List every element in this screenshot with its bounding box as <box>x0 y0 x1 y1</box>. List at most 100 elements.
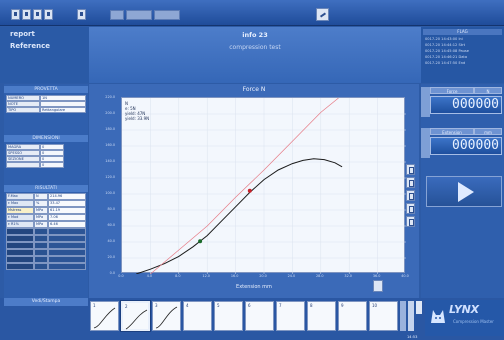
result-name <box>6 242 34 249</box>
open-file-icon[interactable] <box>22 9 31 20</box>
zoom-in-icon[interactable] <box>406 164 415 175</box>
table-row[interactable]: ε Mod MPa 7.06 <box>6 214 86 221</box>
test-title: info 23 <box>242 31 268 39</box>
graph-panel: Force N 220.0 200.0 180.0 160.0 140.0 120.0 10… <box>89 84 419 298</box>
toolbar-tab-1[interactable] <box>110 10 124 20</box>
force-readout: 000000 <box>430 96 502 114</box>
result-unit: MPa <box>34 214 48 221</box>
x-tick-label: 0.0 <box>118 274 124 278</box>
table-row[interactable] <box>6 263 86 270</box>
result-name: Mstress <box>6 207 34 214</box>
reference-link[interactable]: Reference <box>10 42 51 50</box>
result-value: 33.47 <box>48 200 86 207</box>
table-row[interactable] <box>6 242 86 249</box>
dimension-field[interactable]: 0 <box>40 162 64 168</box>
dimension-field[interactable]: 0 <box>40 150 64 156</box>
result-name: ε Max <box>6 200 34 207</box>
pan-icon[interactable] <box>406 190 415 201</box>
thumbnail-number: 1 <box>93 303 96 308</box>
toolbar-tab-3[interactable] <box>154 10 180 20</box>
sample-label: TIPO <box>6 107 40 113</box>
y-tick-label: 0.0 <box>109 271 115 275</box>
table-row[interactable] <box>6 256 86 263</box>
result-name <box>6 228 34 235</box>
table-row[interactable] <box>6 228 86 235</box>
live-readout-panel: Force N 000000 Extension mm 000000 <box>421 84 504 298</box>
test-thumbnail[interactable]: 4 <box>183 301 212 331</box>
print-icon[interactable] <box>44 9 53 20</box>
force-label: Force <box>430 87 474 94</box>
sample-note-field[interactable] <box>40 101 86 107</box>
play-icon <box>458 182 474 202</box>
scroll-right-button[interactable] <box>408 301 414 331</box>
table-row[interactable]: F.Max N 214.96 <box>6 193 86 200</box>
result-unit: MPa <box>34 207 48 214</box>
test-thumbnail[interactable]: 1 <box>90 301 119 331</box>
view-print-button[interactable]: Vedi/Stampa <box>4 298 88 306</box>
x-axis-title: Extension mm <box>236 284 272 290</box>
y-tick-label: 160.0 <box>105 143 115 147</box>
dimension-field[interactable]: 0 <box>40 156 64 162</box>
test-thumbnail[interactable]: 9 <box>338 301 367 331</box>
graph-options-icon[interactable] <box>373 280 383 292</box>
table-row[interactable]: ε R1% MPa 6.46 <box>6 221 86 228</box>
result-name: ε Mod <box>6 214 34 221</box>
x-tick-label: 16.0 <box>230 274 239 278</box>
modulus-tangent-line <box>150 98 339 274</box>
export-icon[interactable] <box>406 216 415 227</box>
thumbnail-number: 10 <box>372 303 378 308</box>
plot-area[interactable]: N e: 5N yield: 47N yield: 33.9N <box>121 97 406 274</box>
strip-option-icon[interactable] <box>416 301 422 314</box>
data-marker[interactable] <box>198 239 203 244</box>
thumbnail-number: 7 <box>279 303 282 308</box>
dimension-label: SEZIONE <box>6 156 40 162</box>
thumbnail-curve <box>125 309 148 330</box>
force-side-tab[interactable] <box>421 87 430 117</box>
result-value <box>48 249 86 256</box>
result-name: ε R1% <box>6 221 34 228</box>
legend-entry: yield: 33.9N <box>125 116 150 121</box>
test-thumbnail[interactable]: 5 <box>214 301 243 331</box>
table-row[interactable] <box>6 249 86 256</box>
dimension-field[interactable]: 0 <box>40 144 64 150</box>
y-tick-label: 80.0 <box>107 207 115 211</box>
scroll-left-button[interactable] <box>400 301 406 331</box>
test-thumbnail[interactable]: 7 <box>276 301 305 331</box>
table-row[interactable]: ε Max% 33.47 <box>6 200 86 207</box>
calibration-icon[interactable] <box>316 8 329 21</box>
result-unit <box>34 235 48 242</box>
result-unit: MPa <box>34 221 48 228</box>
test-thumbnail[interactable]: 3 <box>152 301 181 331</box>
test-thumbnail[interactable]: 6 <box>245 301 274 331</box>
report-link[interactable]: report <box>10 30 35 38</box>
toolbar-tab-2[interactable] <box>126 10 152 20</box>
sample-type-select[interactable]: Rettangolare <box>40 107 86 113</box>
test-thumbnail[interactable]: 10 <box>369 301 398 331</box>
table-row[interactable] <box>6 235 86 242</box>
test-thumbnail[interactable]: 8 <box>307 301 336 331</box>
result-value <box>48 228 86 235</box>
zoom-out-icon[interactable] <box>406 177 415 188</box>
y-tick-label: 220.0 <box>105 95 115 99</box>
test-thumbnail[interactable]: 2 <box>121 301 150 331</box>
extension-side-tab[interactable] <box>421 128 430 158</box>
table-row[interactable]: Mstress MPa 61.19 <box>6 207 86 214</box>
log-row: 0017-20 14:43:00 Ini <box>425 37 463 41</box>
sample-number-field[interactable]: 1N <box>40 95 86 101</box>
result-value: 6.46 <box>48 221 86 228</box>
result-value <box>48 235 86 242</box>
chart-legend: N e: 5N yield: 47N yield: 33.9N <box>125 101 149 121</box>
start-test-button[interactable] <box>426 176 502 207</box>
brand-logo: LYNX Compression Master <box>425 300 504 336</box>
result-value <box>48 242 86 249</box>
sample-label: NOTE <box>6 101 40 107</box>
x-tick-label: 20.0 <box>259 274 267 278</box>
result-name <box>6 249 34 256</box>
log-row: 0017-20 14:46:21 Data <box>425 55 468 59</box>
data-marker[interactable] <box>247 188 252 193</box>
result-unit <box>34 263 48 270</box>
cursor-icon[interactable] <box>406 203 415 214</box>
settings-icon[interactable] <box>77 9 86 20</box>
save-icon[interactable] <box>33 9 42 20</box>
new-file-icon[interactable] <box>11 9 20 20</box>
